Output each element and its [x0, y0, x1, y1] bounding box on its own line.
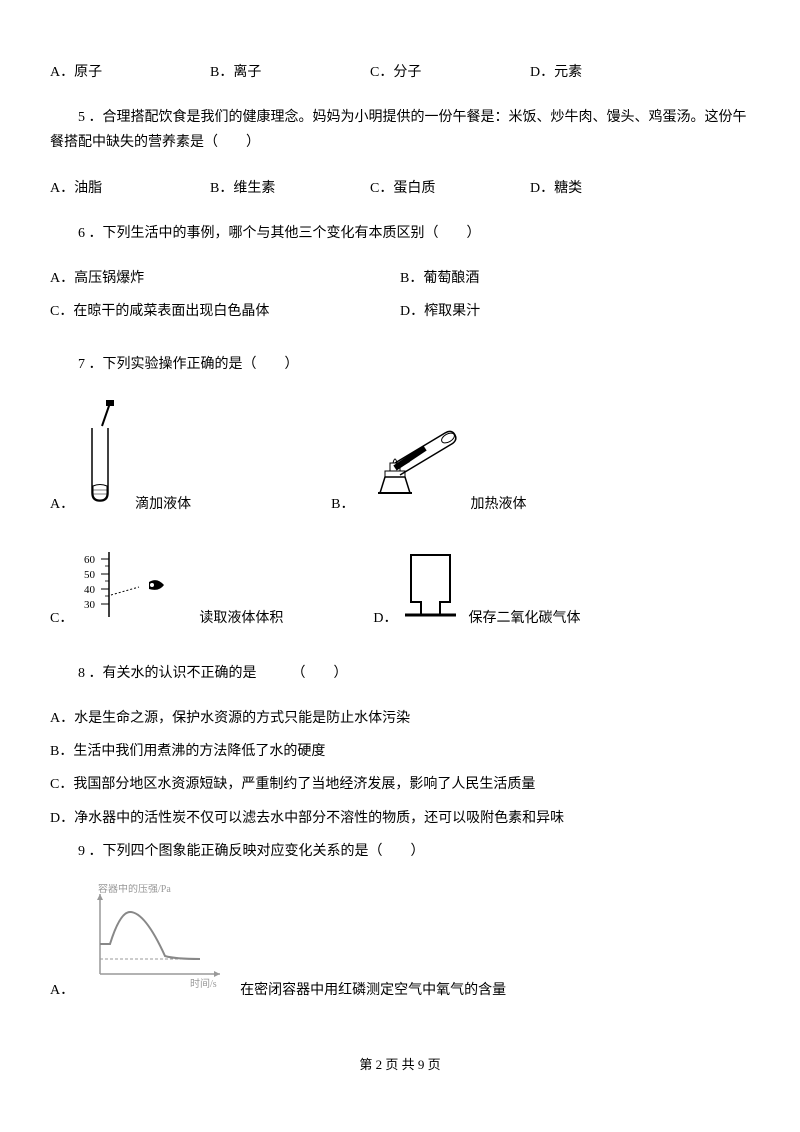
q9-text: 9 ．下列四个图象能正确反映对应变化关系的是（ ） [50, 839, 750, 864]
page-footer: 第 2 页 共 9 页 [50, 1053, 750, 1076]
q7-d-text: 保存二氧化碳气体 [468, 606, 580, 631]
q7-a-text: 滴加液体 [135, 492, 191, 517]
chart-xlabel: 时间/s [190, 977, 217, 990]
q8-option-a: A．水是生命之源，保护水资源的方式只能是防止水体污染 [50, 706, 750, 731]
q7-c-label: C． [50, 606, 73, 631]
scale-30: 30 [84, 599, 96, 611]
scale-60: 60 [84, 554, 96, 566]
cylinder-reading-icon: 60 50 40 30 [79, 547, 189, 631]
q8-option-b: B．生活中我们用煮沸的方法降低了水的硬度 [50, 739, 750, 764]
q8-text: 8 ．有关水的认识不正确的是 （ ） [50, 661, 750, 686]
q4-option-d: D．元素 [530, 60, 690, 85]
q7-option-c: C． 60 50 40 30 读取液体体积 [50, 547, 283, 631]
gas-jar-icon [403, 547, 458, 631]
scale-40: 40 [84, 584, 96, 596]
q7-a-label: A． [50, 492, 74, 517]
q6-options: A．高压锅爆炸 B．葡萄酿酒 C．在晾干的咸菜表面出现白色晶体 D．榨取果汁 [50, 266, 750, 332]
q8-option-c: C．我国部分地区水资源短缺，严重制约了当地经济发展，影响了人民生活质量 [50, 772, 750, 797]
q9-option-a: A． 容器中的压强/Pa 时间/s 在密闭容器中用红磷测定空气中氧气的含量 [50, 884, 690, 1003]
q7-d-label: D． [373, 606, 397, 631]
q6-option-c: C．在晾干的咸菜表面出现白色晶体 [50, 299, 400, 324]
q7-option-b: B． 加热液体 [331, 413, 526, 517]
q7-c-text: 读取液体体积 [199, 606, 283, 631]
q9-a-label: A． [50, 978, 74, 1003]
q7-text: 7 ．下列实验操作正确的是（ ） [50, 352, 750, 377]
q6-text: 6 ．下列生活中的事例，哪个与其他三个变化有本质区别（ ） [50, 221, 750, 246]
q8-options: A．水是生命之源，保护水资源的方式只能是防止水体污染 B．生活中我们用煮沸的方法… [50, 706, 750, 831]
q8-option-d: D．净水器中的活性炭不仅可以滤去水中部分不溶性的物质，还可以吸附色素和异味 [50, 806, 750, 831]
q5-options: A．油脂 B．维生素 C．蛋白质 D．糖类 [50, 176, 750, 201]
q5-option-b: B．维生素 [210, 176, 370, 201]
q7-option-d: D． 保存二氧化碳气体 [373, 547, 580, 631]
q7-options-row2: C． 60 50 40 30 读取液体体积 D． [50, 547, 750, 641]
q5-option-a: A．油脂 [50, 176, 210, 201]
q4-option-c: C．分子 [370, 60, 530, 85]
q4-option-b: B．离子 [210, 60, 370, 85]
q4-option-a: A．原子 [50, 60, 210, 85]
q7-option-a: A． 滴加液体 [50, 398, 191, 517]
q4-options: A．原子 B．离子 C．分子 D．元素 [50, 60, 750, 85]
q6-option-a: A．高压锅爆炸 [50, 266, 400, 291]
q9-a-text: 在密闭容器中用红磷测定空气中氧气的含量 [240, 978, 506, 1003]
scale-50: 50 [84, 569, 96, 581]
q7-b-label: B． [331, 492, 354, 517]
dropper-tube-icon [80, 398, 125, 517]
q7-b-text: 加热液体 [470, 492, 526, 517]
q7-options-row1: A． 滴加液体 B． [50, 398, 750, 527]
q6-option-b: B．葡萄酿酒 [400, 266, 750, 291]
heating-tube-icon [360, 413, 460, 517]
q5-option-c: C．蛋白质 [370, 176, 530, 201]
chart-ylabel: 容器中的压强/Pa [98, 884, 171, 895]
q5-option-d: D．糖类 [530, 176, 690, 201]
pressure-time-chart-icon: 容器中的压强/Pa 时间/s [80, 884, 230, 1003]
q6-option-d: D．榨取果汁 [400, 299, 750, 324]
q5-text: 5 ．合理搭配饮食是我们的健康理念。妈妈为小明提供的一份午餐是：米饭、炒牛肉、馒… [50, 105, 750, 155]
